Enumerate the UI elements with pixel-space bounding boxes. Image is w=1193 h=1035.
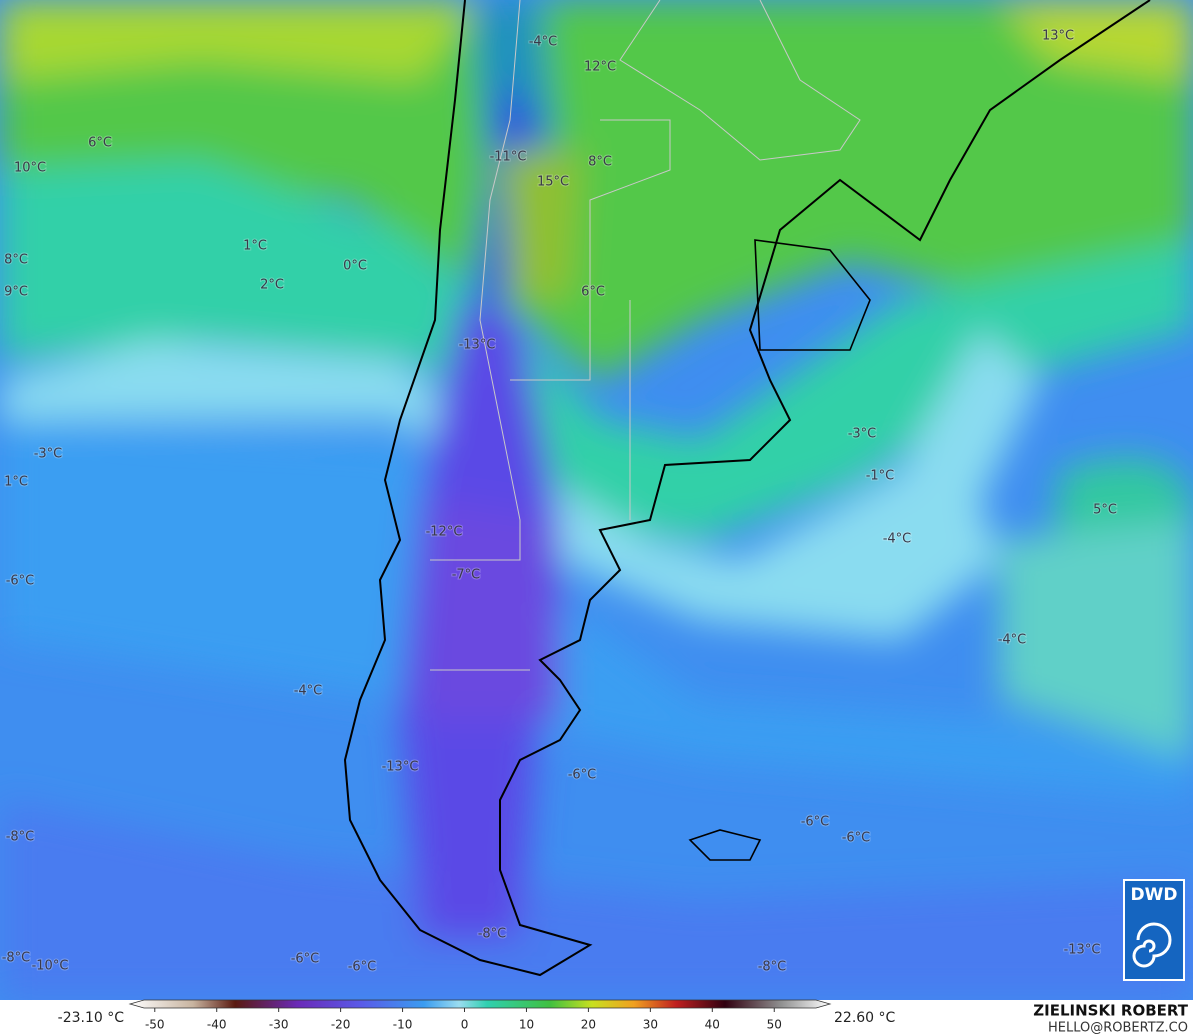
colorbar-tick-label: 40 <box>705 1018 720 1032</box>
colorbar-tick-label: 0 <box>461 1018 469 1032</box>
temperature-label: -6°C <box>291 952 320 967</box>
temperature-label: 1°C <box>4 475 28 490</box>
colorbar: -50 -40 -30 -20 -10 0 10 20 30 40 50 <box>128 999 832 1032</box>
logo: DWD <box>1123 879 1185 981</box>
temperature-label: 2°C <box>260 278 284 293</box>
credit-email: HELLO@ROBERTZ.CO <box>1048 1021 1188 1035</box>
colorbar-tick-label: 20 <box>581 1018 596 1032</box>
temperature-label: 1°C <box>243 239 267 254</box>
temperature-label: -6°C <box>348 960 377 975</box>
temperature-label: 5°C <box>1093 503 1117 518</box>
temperature-label: -4°C <box>529 35 558 50</box>
temperature-label: -3°C <box>848 427 877 442</box>
temperature-labels: -4°C 12°C 13°C 6°C 10°C -11°C 8°C 15°C 1°C 8°C 0°C… <box>1 28 1118 976</box>
colorbar-tick-label: 10 <box>519 1018 534 1032</box>
temperature-label: 6°C <box>581 285 605 300</box>
temperature-label: -3°C <box>34 447 63 462</box>
temperature-label: 9°C <box>4 285 28 300</box>
logo-text: DWD <box>1131 885 1178 905</box>
temperature-label: -13°C <box>382 760 419 775</box>
temperature-label: -11°C <box>490 150 527 165</box>
temperature-label: -4°C <box>294 684 323 699</box>
temperature-label: -6°C <box>842 831 871 846</box>
colorbar-tick-label: 50 <box>767 1018 782 1032</box>
temperature-label: 12°C <box>584 60 616 75</box>
temperature-label: 6°C <box>88 136 112 151</box>
temperature-label: -6°C <box>801 815 830 830</box>
temperature-label: -6°C <box>6 574 35 589</box>
credit-name: ZIELINSKI ROBERT <box>1033 1002 1188 1020</box>
temperature-label: 8°C <box>588 155 612 170</box>
temperature-label: -1°C <box>866 469 895 484</box>
temperature-label: -4°C <box>998 633 1027 648</box>
colorbar-max: 22.60 °C <box>834 1010 896 1026</box>
temperature-label: -6°C <box>568 768 597 783</box>
colorbar-tick-label: 30 <box>643 1018 658 1032</box>
temperature-label: -8°C <box>758 960 787 975</box>
colorbar-tick-label: -20 <box>331 1018 351 1032</box>
colorbar-tick-label: -40 <box>207 1018 227 1032</box>
temperature-label: -10°C <box>32 959 69 974</box>
temperature-label: -4°C <box>883 532 912 547</box>
temperature-label: -8°C <box>6 830 35 845</box>
temperature-label: 8°C <box>4 253 28 268</box>
temperature-label: -13°C <box>459 338 496 353</box>
temperature-label: -7°C <box>452 568 481 583</box>
coastlines <box>343 0 1151 977</box>
temperature-field <box>0 0 1193 1000</box>
temperature-label: -8°C <box>478 927 507 942</box>
temperature-label: -8°C <box>2 951 31 966</box>
temperature-label: 15°C <box>537 175 569 190</box>
borders <box>430 0 861 671</box>
temperature-label: -12°C <box>426 525 463 540</box>
colorbar-tick-label: -50 <box>145 1018 165 1032</box>
colorbar-scale <box>128 999 832 1009</box>
temperature-label: -13°C <box>1064 943 1101 958</box>
colorbar-tick-label: -10 <box>393 1018 413 1032</box>
colorbar-tick-label: -30 <box>269 1018 289 1032</box>
temperature-label: 10°C <box>14 161 46 176</box>
temperature-label: 0°C <box>343 259 367 274</box>
temperature-label: 13°C <box>1042 29 1074 44</box>
colorbar-min: -23.10 °C <box>58 1010 125 1026</box>
